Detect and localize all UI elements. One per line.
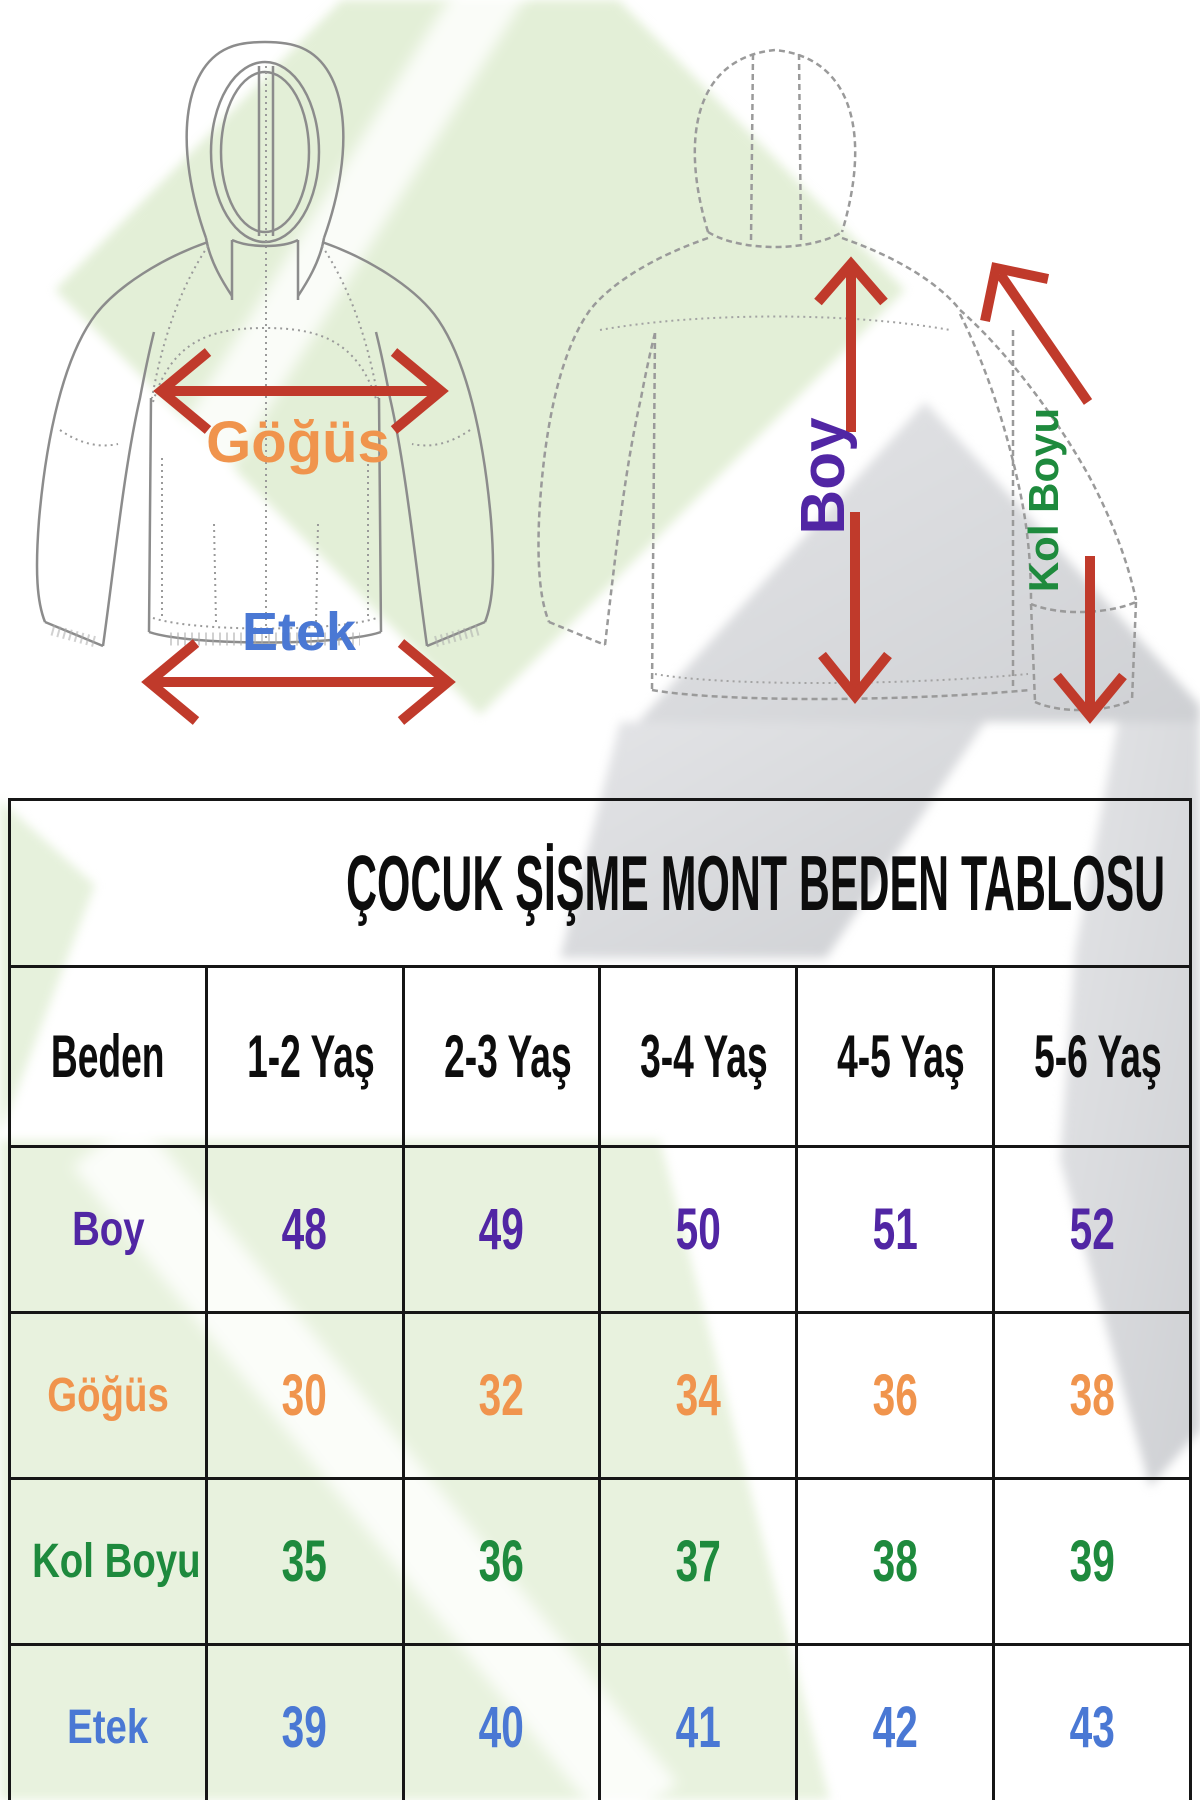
size-value: 36: [872, 1363, 918, 1428]
header-cell-age-1-2: 1-2 Yaş: [204, 965, 405, 1148]
length-label: Boy: [789, 417, 858, 535]
header-cell-age-5-6: 5-6 Yaş: [992, 965, 1192, 1148]
header-cell-beden: Beden: [8, 965, 208, 1148]
size-cell: 30: [204, 1311, 405, 1480]
size-value: 38: [872, 1529, 918, 1594]
size-cell: 38: [795, 1477, 996, 1646]
size-cell: 39: [992, 1477, 1192, 1646]
row-label: Etek: [67, 1701, 149, 1754]
row-label-cell: Kol Boyu: [8, 1477, 208, 1646]
header-cell-age-4-5: 4-5 Yaş: [795, 965, 996, 1148]
table-header-row: Beden 1-2 Yaş 2-3 Yaş 3-4 Yaş 4-5 Yaş 5-…: [8, 965, 1192, 1148]
size-cell: 41: [598, 1643, 799, 1800]
table-title-row: ÇOCUK ŞİŞME MONT BEDEN TABLOSU: [8, 798, 1192, 968]
size-value: 39: [282, 1695, 328, 1760]
length-down-arrow: [818, 512, 892, 704]
size-value: 35: [282, 1529, 328, 1594]
table-row-kol-boyu: Kol Boyu 35 36 37 38 39: [8, 1477, 1192, 1646]
size-value: 39: [1069, 1529, 1115, 1594]
table-row-gogus: Göğüs 30 32 34 36 38: [8, 1311, 1192, 1480]
size-value: 30: [282, 1363, 328, 1428]
watermark-green-diamond: [55, 0, 905, 715]
size-cell: 35: [204, 1477, 405, 1646]
row-label: Göğüs: [47, 1369, 169, 1422]
header-cell-age-2-3: 2-3 Yaş: [401, 965, 602, 1148]
row-label-cell: Göğüs: [8, 1311, 208, 1480]
row-label-cell: Boy: [8, 1145, 208, 1314]
sleeve-diagonal-arrow: [980, 262, 1093, 405]
sleeve-length-label: Kol Boyu: [1020, 408, 1067, 592]
size-cell: 49: [401, 1145, 602, 1314]
size-cell: 52: [992, 1145, 1192, 1314]
front-jacket-drawing: [35, 40, 495, 648]
table-title: ÇOCUK ŞİŞME MONT BEDEN TABLOSU: [346, 838, 1166, 927]
size-cell: 43: [992, 1643, 1192, 1800]
size-value: 37: [675, 1529, 721, 1594]
size-value: 48: [282, 1197, 328, 1262]
size-value: 41: [675, 1695, 721, 1760]
hem-width-arrow: [141, 639, 456, 725]
size-value: 42: [872, 1695, 918, 1760]
row-label: Boy: [71, 1203, 145, 1256]
size-cell: 38: [992, 1311, 1192, 1480]
size-cell: 40: [401, 1643, 602, 1800]
size-value: 43: [1069, 1695, 1115, 1760]
size-cell: 36: [795, 1311, 996, 1480]
watermark-gray-peak: [638, 402, 1200, 722]
row-label-cell: Etek: [8, 1643, 208, 1800]
size-cell: 42: [795, 1643, 996, 1800]
size-value: 32: [478, 1363, 525, 1428]
size-value: 49: [478, 1197, 525, 1262]
row-label: Kol Boyu: [32, 1535, 201, 1588]
size-cell: 48: [204, 1145, 405, 1314]
size-cell: 37: [598, 1477, 799, 1646]
table-row-boy: Boy 48 49 50 51 52: [8, 1145, 1192, 1314]
size-cell: 36: [401, 1477, 602, 1646]
table-row-etek: Etek 39 40 41 42 43: [8, 1643, 1192, 1800]
size-value: 38: [1069, 1363, 1115, 1428]
size-value: 51: [872, 1197, 918, 1262]
size-value: 50: [675, 1197, 721, 1262]
size-value: 40: [478, 1695, 525, 1760]
length-up-arrow: [814, 256, 888, 432]
sleeve-down-arrow: [1053, 556, 1127, 724]
measurement-arrows: [141, 256, 1127, 725]
size-table: ÇOCUK ŞİŞME MONT BEDEN TABLOSU Beden 1-2…: [8, 798, 1192, 1800]
size-value: 36: [478, 1529, 525, 1594]
hem-label: Etek: [242, 602, 357, 662]
jacket-measurement-diagram: Göğüs Etek Boy Kol Boyu: [35, 40, 1138, 725]
table-title-cell: ÇOCUK ŞİŞME MONT BEDEN TABLOSU: [8, 798, 1192, 968]
size-value: 52: [1069, 1197, 1115, 1262]
chest-label: Göğüs: [206, 410, 390, 475]
size-value: 34: [675, 1363, 721, 1428]
size-cell: 51: [795, 1145, 996, 1314]
header-cell-age-3-4: 3-4 Yaş: [598, 965, 799, 1148]
size-cell: 39: [204, 1643, 405, 1800]
back-jacket-drawing: [537, 48, 1138, 712]
size-cell: 34: [598, 1311, 799, 1480]
size-cell: 32: [401, 1311, 602, 1480]
size-cell: 50: [598, 1145, 799, 1314]
chest-width-arrow: [153, 348, 449, 434]
